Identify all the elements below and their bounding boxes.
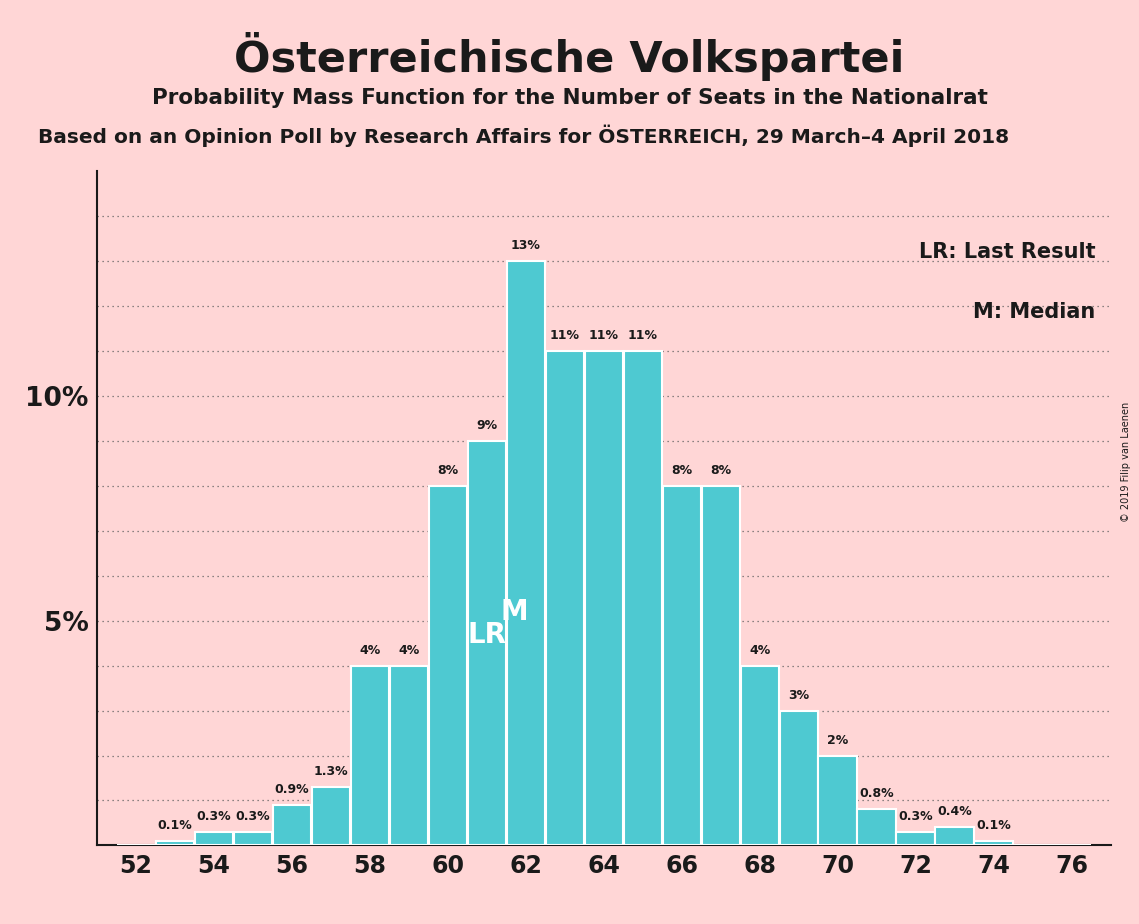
Bar: [195, 832, 232, 845]
Bar: [779, 711, 818, 845]
Bar: [740, 665, 779, 845]
Text: LR: LR: [467, 621, 506, 649]
Text: Österreichische Volkspartei: Österreichische Volkspartei: [235, 32, 904, 81]
Text: 0.3%: 0.3%: [236, 810, 270, 823]
Text: 9%: 9%: [476, 419, 498, 432]
Bar: [663, 486, 700, 845]
Text: Probability Mass Function for the Number of Seats in the Nationalrat: Probability Mass Function for the Number…: [151, 88, 988, 108]
Bar: [156, 841, 194, 845]
Text: LR: Last Result: LR: Last Result: [919, 242, 1096, 261]
Bar: [584, 351, 623, 845]
Text: 8%: 8%: [437, 464, 458, 477]
Bar: [975, 841, 1013, 845]
Bar: [896, 832, 935, 845]
Text: 0.1%: 0.1%: [157, 819, 192, 832]
Bar: [702, 486, 739, 845]
Bar: [935, 828, 974, 845]
Text: 2%: 2%: [827, 734, 849, 747]
Text: 8%: 8%: [710, 464, 731, 477]
Bar: [390, 665, 428, 845]
Text: 0.4%: 0.4%: [937, 806, 972, 819]
Text: 0.3%: 0.3%: [196, 810, 231, 823]
Bar: [428, 486, 467, 845]
Text: 4%: 4%: [359, 644, 380, 657]
Text: 8%: 8%: [671, 464, 693, 477]
Text: 11%: 11%: [589, 329, 618, 342]
Bar: [623, 351, 662, 845]
Text: 3%: 3%: [788, 688, 809, 701]
Text: 0.9%: 0.9%: [274, 783, 309, 796]
Text: 0.3%: 0.3%: [899, 810, 933, 823]
Bar: [272, 805, 311, 845]
Bar: [312, 787, 350, 845]
Text: 4%: 4%: [749, 644, 770, 657]
Text: 0.1%: 0.1%: [976, 819, 1011, 832]
Text: 11%: 11%: [550, 329, 580, 342]
Text: 11%: 11%: [628, 329, 657, 342]
Bar: [351, 665, 388, 845]
Bar: [858, 809, 895, 845]
Text: Based on an Opinion Poll by Research Affairs for ÖSTERREICH, 29 March–4 April 20: Based on an Opinion Poll by Research Aff…: [39, 125, 1009, 147]
Text: 13%: 13%: [510, 239, 541, 252]
Text: M: Median: M: Median: [973, 302, 1096, 322]
Text: 1.3%: 1.3%: [313, 765, 349, 778]
Bar: [819, 756, 857, 845]
Text: © 2019 Filip van Laenen: © 2019 Filip van Laenen: [1121, 402, 1131, 522]
Bar: [468, 441, 506, 845]
Bar: [546, 351, 584, 845]
Bar: [507, 261, 544, 845]
Bar: [233, 832, 272, 845]
Text: M: M: [500, 598, 527, 626]
Text: 0.8%: 0.8%: [859, 787, 894, 800]
Text: 4%: 4%: [399, 644, 419, 657]
